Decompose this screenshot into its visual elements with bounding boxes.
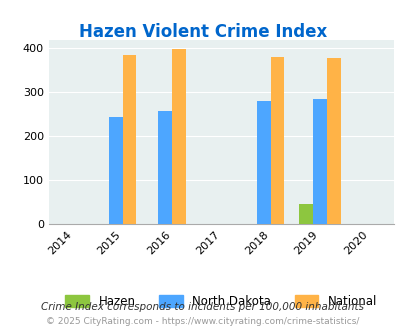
Bar [158, 111, 172, 224]
Text: © 2025 CityRating.com - https://www.cityrating.com/crime-statistics/: © 2025 CityRating.com - https://www.city… [46, 317, 359, 326]
Bar [312, 99, 326, 224]
Text: Hazen Violent Crime Index: Hazen Violent Crime Index [79, 23, 326, 41]
Bar [122, 55, 136, 224]
Bar [109, 117, 122, 224]
Legend: Hazen, North Dakota, National: Hazen, North Dakota, National [60, 289, 382, 314]
Bar [298, 204, 312, 224]
Bar [256, 101, 270, 224]
Bar [172, 49, 185, 224]
Text: Crime Index corresponds to incidents per 100,000 inhabitants: Crime Index corresponds to incidents per… [41, 302, 364, 312]
Bar [270, 57, 284, 224]
Bar [326, 58, 340, 224]
